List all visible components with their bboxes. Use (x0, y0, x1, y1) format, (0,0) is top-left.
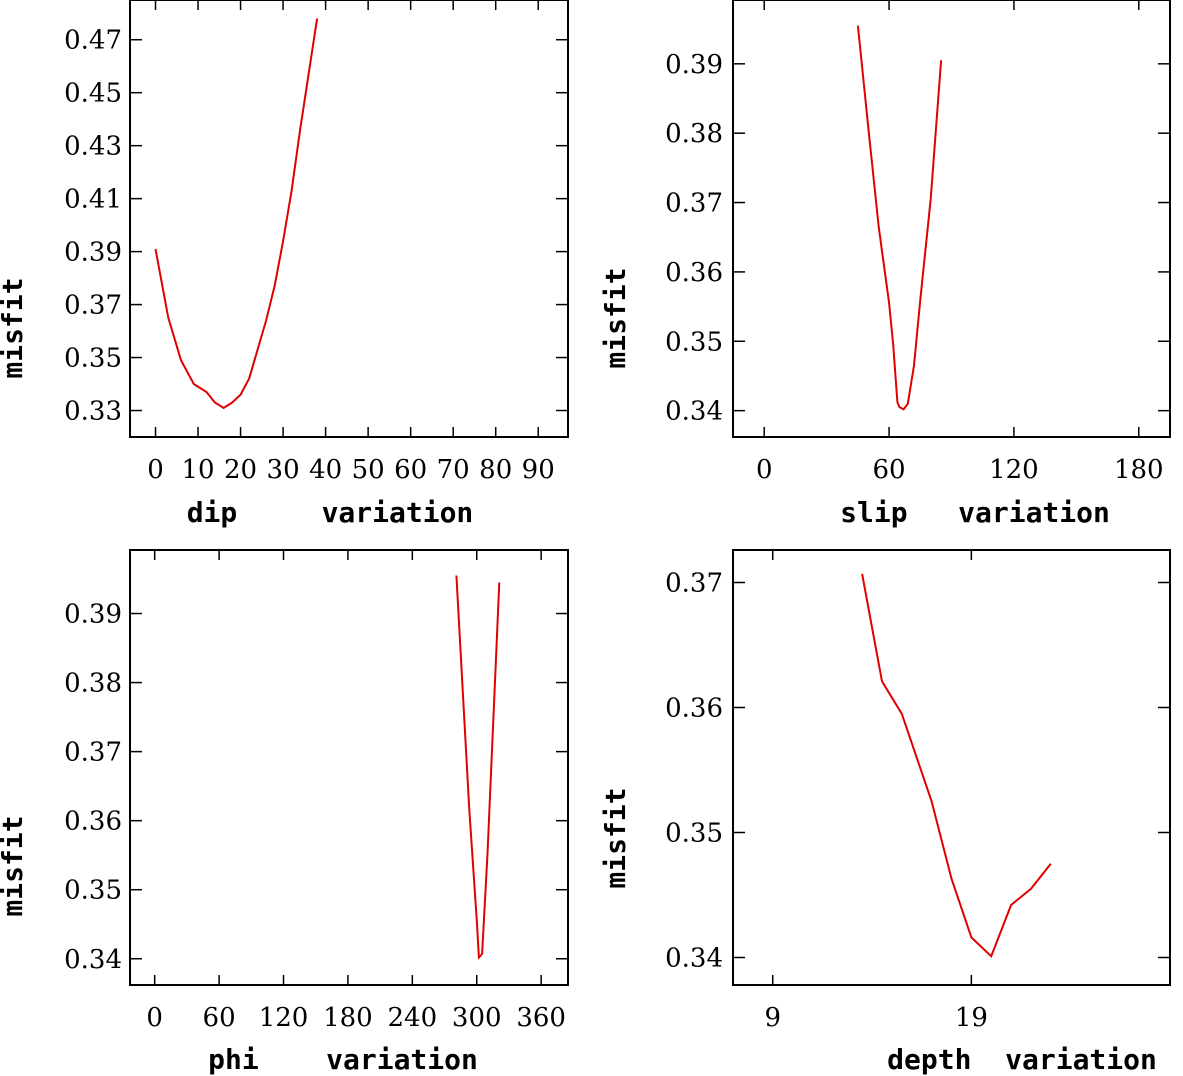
x-axis-title: dip variation (187, 496, 474, 529)
x-axis-title: depth variation (887, 1043, 1157, 1076)
x-tick-label: 9 (764, 1003, 781, 1033)
y-axis-title: misfit (599, 787, 632, 888)
y-tick-label: 0.35 (64, 876, 122, 906)
x-tick-label: 60 (203, 1003, 236, 1033)
x-tick-label: 60 (873, 455, 906, 485)
y-tick-label: 0.38 (665, 119, 723, 149)
x-tick-label: 360 (516, 1003, 566, 1033)
x-tick-label: 70 (437, 455, 470, 485)
y-tick-label: 0.36 (665, 694, 723, 724)
slip-variation-chart: 0 60 120 180 0.34 0.35 0.36 0.37 0.38 0.39 slip va… (599, 0, 1171, 529)
misfit-series-line (154, 18, 319, 410)
x-tick-label: 0 (147, 455, 164, 485)
x-tick-label: 60 (394, 455, 427, 485)
misfit-series-line (856, 25, 943, 411)
x-axis-title: phi variation (208, 1043, 478, 1076)
y-axis-title: misfit (599, 267, 632, 368)
y-tick-label: 0.47 (64, 26, 122, 56)
misfit-series-line (861, 573, 1052, 958)
y-tick-label: 0.33 (64, 397, 122, 427)
x-axis-title: slip variation (840, 496, 1110, 529)
x-tick-label: 180 (323, 1003, 373, 1033)
x-tick-label: 0 (756, 455, 773, 485)
y-tick-label: 0.35 (665, 819, 723, 849)
phi-variation-chart: 0 60 120 180 240 300 360 0.34 0.35 0.36 0.37 0.38 0.… (0, 549, 569, 1076)
depth-variation-chart: 9 19 0.34 0.35 0.36 0.37 depth variation misfit (599, 549, 1171, 1076)
x-tick-label: 300 (452, 1003, 502, 1033)
x-tick-label: 90 (522, 455, 555, 485)
y-tick-label: 0.39 (64, 238, 122, 268)
y-axis-title: misfit (0, 277, 29, 378)
y-tick-label: 0.37 (64, 291, 122, 321)
y-axis-title: misfit (0, 815, 29, 916)
dip-variation-chart: 0 10 20 30 40 50 60 70 80 90 0.33 0.35 0.37 0.39 0.41 0… (0, 0, 569, 529)
plot-frame (129, 549, 569, 986)
y-tick-label: 0.36 (64, 807, 122, 837)
x-tick-label: 50 (352, 455, 385, 485)
y-tick-label: 0.35 (64, 344, 122, 374)
y-tick-label: 0.37 (665, 569, 723, 599)
plot-frame (129, 0, 569, 438)
y-tick-label: 0.45 (64, 79, 122, 109)
y-tick-label: 0.37 (665, 189, 723, 219)
y-tick-label: 0.39 (665, 50, 723, 80)
x-tick-label: 20 (224, 455, 257, 485)
x-tick-label: 180 (1114, 455, 1164, 485)
x-tick-label: 40 (309, 455, 342, 485)
y-tick-label: 0.39 (64, 600, 122, 630)
x-tick-label: 240 (388, 1003, 438, 1033)
x-tick-label: 120 (259, 1003, 309, 1033)
x-tick-label: 19 (955, 1003, 988, 1033)
x-tick-label: 0 (146, 1003, 163, 1033)
y-tick-label: 0.34 (665, 397, 723, 427)
x-tick-label: 80 (479, 455, 512, 485)
x-tick-label: 10 (181, 455, 214, 485)
x-tick-label: 30 (267, 455, 300, 485)
plot-frame (732, 549, 1171, 986)
y-tick-label: 0.43 (64, 132, 122, 162)
y-tick-label: 0.35 (665, 327, 723, 357)
x-tick-label: 120 (989, 455, 1039, 485)
plot-frame (732, 0, 1171, 438)
y-tick-label: 0.36 (665, 258, 723, 288)
misfit-series-line (455, 575, 501, 960)
y-tick-label: 0.34 (665, 944, 723, 974)
y-tick-label: 0.41 (64, 185, 122, 215)
y-tick-label: 0.34 (64, 945, 122, 975)
y-tick-label: 0.38 (64, 669, 122, 699)
y-tick-label: 0.37 (64, 738, 122, 768)
